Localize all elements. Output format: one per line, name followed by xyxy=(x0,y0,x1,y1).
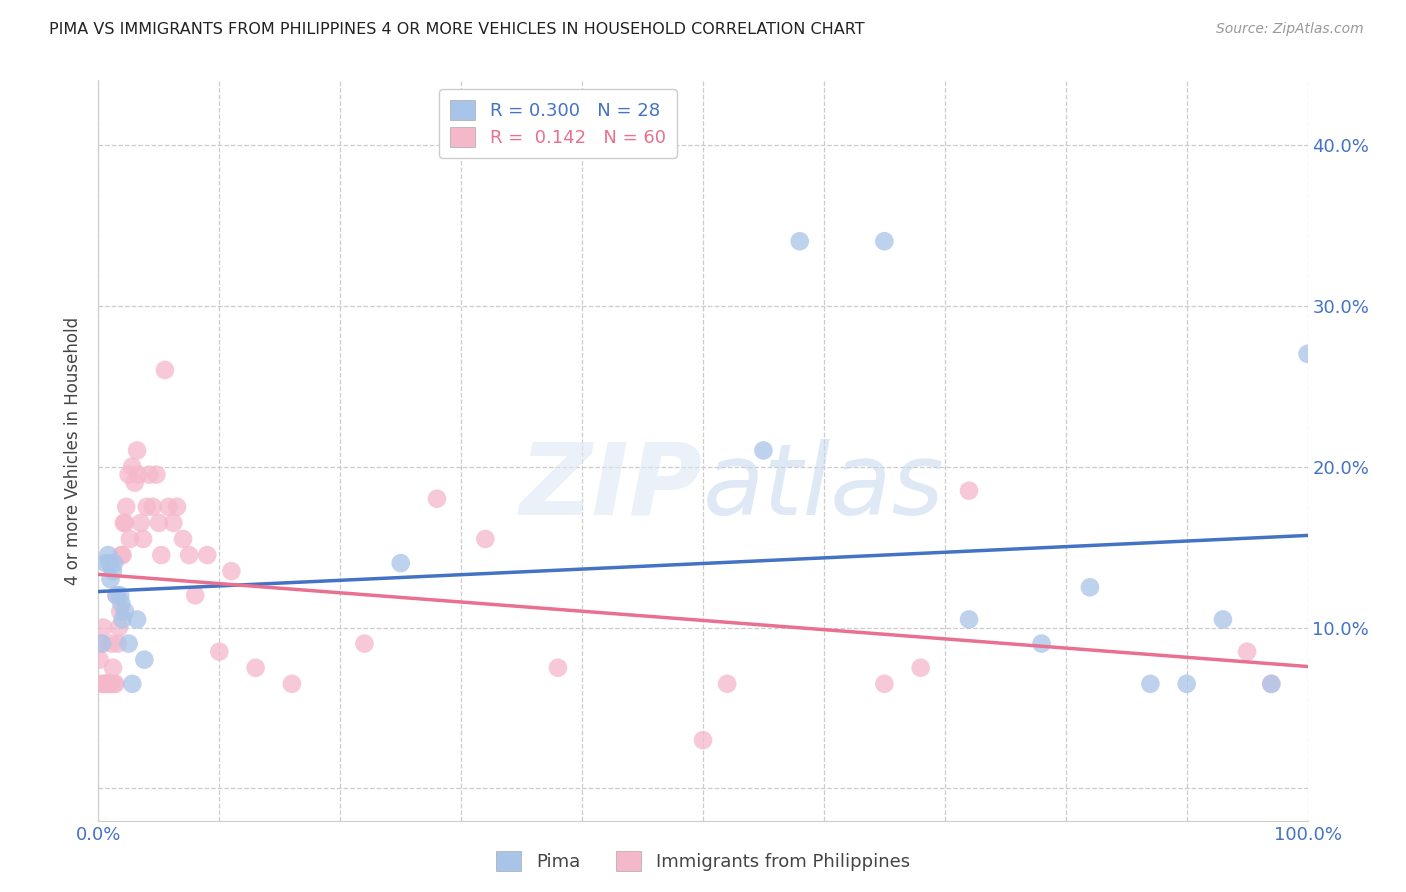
Point xyxy=(127,443,149,458)
Point xyxy=(134,653,156,667)
Point xyxy=(108,604,131,618)
Point xyxy=(127,612,149,626)
Point xyxy=(114,516,136,530)
Point xyxy=(1175,677,1198,691)
Point xyxy=(1260,677,1282,691)
Point xyxy=(150,548,173,562)
Point xyxy=(162,516,184,530)
Point xyxy=(91,637,114,651)
Point xyxy=(89,653,111,667)
Point xyxy=(110,548,132,562)
Point xyxy=(692,733,714,747)
Point xyxy=(100,572,122,586)
Point xyxy=(105,588,128,602)
Point xyxy=(789,234,811,248)
Text: PIMA VS IMMIGRANTS FROM PHILIPPINES 4 OR MORE VEHICLES IN HOUSEHOLD CORRELATION : PIMA VS IMMIGRANTS FROM PHILIPPINES 4 OR… xyxy=(49,22,865,37)
Point xyxy=(101,661,124,675)
Point xyxy=(138,467,160,482)
Point xyxy=(957,483,980,498)
Point xyxy=(353,637,375,651)
Point xyxy=(1236,645,1258,659)
Point xyxy=(103,556,125,570)
Point xyxy=(873,234,896,248)
Point xyxy=(195,548,218,562)
Point xyxy=(112,516,135,530)
Point xyxy=(245,661,267,675)
Point xyxy=(118,467,141,482)
Point xyxy=(107,637,129,651)
Point xyxy=(474,532,496,546)
Point xyxy=(752,443,775,458)
Point xyxy=(90,677,112,691)
Point xyxy=(389,556,412,570)
Legend: R = 0.300   N = 28, R =  0.142   N = 60: R = 0.300 N = 28, R = 0.142 N = 60 xyxy=(439,89,676,158)
Point xyxy=(172,532,194,546)
Point xyxy=(118,532,141,546)
Point xyxy=(1212,612,1234,626)
Point xyxy=(115,500,138,514)
Point xyxy=(97,677,120,691)
Point xyxy=(1031,637,1053,651)
Point xyxy=(426,491,449,506)
Point xyxy=(124,475,146,490)
Point xyxy=(108,620,131,634)
Point xyxy=(1260,677,1282,691)
Point xyxy=(114,604,136,618)
Text: atlas: atlas xyxy=(703,439,945,536)
Point xyxy=(96,677,118,691)
Point xyxy=(145,467,167,482)
Point xyxy=(111,548,134,562)
Point xyxy=(111,612,134,626)
Point xyxy=(110,596,132,610)
Point xyxy=(166,500,188,514)
Point xyxy=(118,637,141,651)
Point xyxy=(184,588,207,602)
Point xyxy=(132,532,155,546)
Point xyxy=(103,677,125,691)
Point xyxy=(1078,580,1101,594)
Point xyxy=(157,500,180,514)
Point xyxy=(1296,347,1319,361)
Point xyxy=(121,677,143,691)
Point xyxy=(179,548,201,562)
Point xyxy=(100,677,122,691)
Y-axis label: 4 or more Vehicles in Household: 4 or more Vehicles in Household xyxy=(65,317,83,584)
Point xyxy=(94,556,117,570)
Point xyxy=(142,500,165,514)
Point xyxy=(135,500,157,514)
Point xyxy=(100,637,122,651)
Text: ZIP: ZIP xyxy=(520,439,703,536)
Point xyxy=(547,661,569,675)
Point xyxy=(97,548,120,562)
Point xyxy=(93,677,115,691)
Point xyxy=(1139,677,1161,691)
Point xyxy=(105,588,128,602)
Point xyxy=(91,620,114,634)
Point xyxy=(98,677,121,691)
Point xyxy=(208,645,231,659)
Point xyxy=(108,588,131,602)
Point xyxy=(121,459,143,474)
Text: Source: ZipAtlas.com: Source: ZipAtlas.com xyxy=(1216,22,1364,37)
Point xyxy=(127,467,149,482)
Point xyxy=(281,677,304,691)
Point xyxy=(221,564,243,578)
Point xyxy=(148,516,170,530)
Point xyxy=(91,637,114,651)
Point xyxy=(94,677,117,691)
Point xyxy=(129,516,152,530)
Point xyxy=(910,661,932,675)
Point xyxy=(873,677,896,691)
Point xyxy=(153,363,176,377)
Legend: Pima, Immigrants from Philippines: Pima, Immigrants from Philippines xyxy=(489,844,917,879)
Point xyxy=(957,612,980,626)
Point xyxy=(104,677,127,691)
Point xyxy=(716,677,738,691)
Point xyxy=(98,556,121,570)
Point xyxy=(101,564,124,578)
